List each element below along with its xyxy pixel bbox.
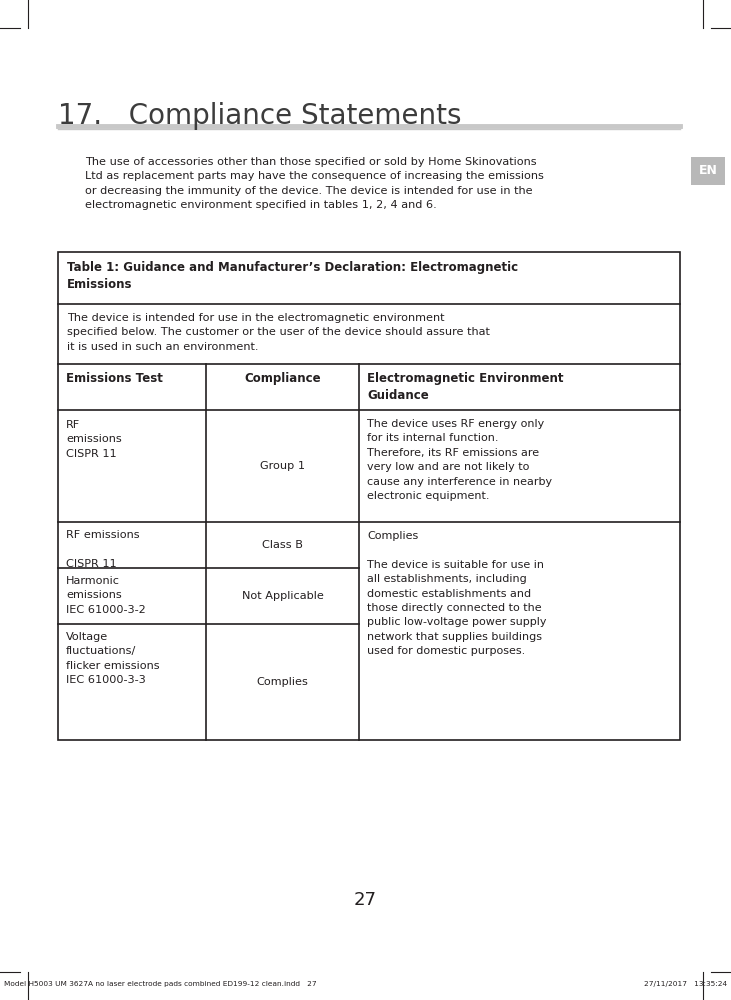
- Text: Harmonic
emissions
IEC 61000-3-2: Harmonic emissions IEC 61000-3-2: [66, 576, 145, 615]
- Text: Voltage
fluctuations/
flicker emissions
IEC 61000-3-3: Voltage fluctuations/ flicker emissions …: [66, 632, 159, 685]
- Text: Complies

The device is suitable for use in
all establishments, including
domest: Complies The device is suitable for use …: [367, 531, 547, 656]
- Text: EN: EN: [699, 164, 717, 178]
- Text: Compliance: Compliance: [244, 372, 321, 385]
- Text: RF emissions

CISPR 11: RF emissions CISPR 11: [66, 530, 140, 569]
- Text: 17.   Compliance Statements: 17. Compliance Statements: [58, 102, 461, 130]
- Bar: [58, 252, 680, 740]
- Bar: [691, 157, 725, 185]
- Text: The device is intended for use in the electromagnetic environment
specified belo: The device is intended for use in the el…: [67, 313, 490, 352]
- Text: Group 1: Group 1: [260, 461, 305, 471]
- Text: Class B: Class B: [262, 540, 303, 550]
- Text: Emissions Test: Emissions Test: [66, 372, 163, 385]
- Text: Table 1: Guidance and Manufacturer’s Declaration: Electromagnetic
Emissions: Table 1: Guidance and Manufacturer’s Dec…: [67, 261, 518, 292]
- Text: RF
emissions
CISPR 11: RF emissions CISPR 11: [66, 420, 122, 459]
- Text: The device uses RF energy only
for its internal function.
Therefore, its RF emis: The device uses RF energy only for its i…: [367, 419, 552, 501]
- Text: 27/11/2017   13:35:24: 27/11/2017 13:35:24: [644, 981, 727, 987]
- Text: The use of accessories other than those specified or sold by Home Skinovations
L: The use of accessories other than those …: [85, 157, 544, 210]
- Text: 27: 27: [354, 891, 377, 909]
- Text: Complies: Complies: [257, 677, 308, 687]
- Text: Model H5003 UM 3627A no laser electrode pads combined ED199-12 clean.indd   27: Model H5003 UM 3627A no laser electrode …: [4, 981, 317, 987]
- Text: Electromagnetic Environment
Guidance: Electromagnetic Environment Guidance: [367, 372, 564, 402]
- Text: Not Applicable: Not Applicable: [241, 591, 323, 601]
